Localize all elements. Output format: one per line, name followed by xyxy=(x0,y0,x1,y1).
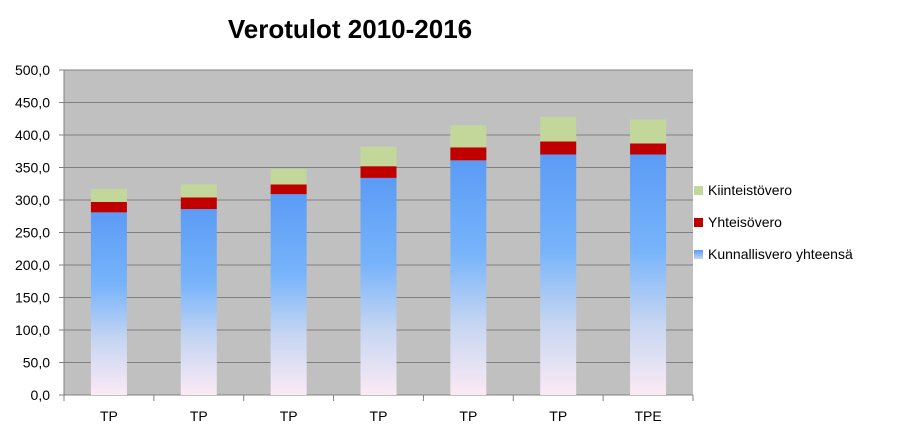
bar-kiinteistovero xyxy=(360,146,397,167)
x-tick-label: TP xyxy=(549,408,567,424)
legend-item-kiinteistovero: Kiinteistövero xyxy=(694,182,853,198)
legend-label-yhteisovero: Yhteisövero xyxy=(708,214,782,230)
y-tick-label: 250,0 xyxy=(15,225,50,241)
legend-label-kiinteistovero: Kiinteistövero xyxy=(708,182,793,198)
legend-swatch-yhteisovero xyxy=(694,217,703,227)
bar-kunnallisvero xyxy=(180,209,217,395)
y-tick-label: 300,0 xyxy=(15,192,50,208)
legend-swatch-kiinteistovero xyxy=(694,185,703,195)
y-tick-label: 350,0 xyxy=(15,160,50,176)
bar-kiinteistovero xyxy=(630,119,667,144)
bar-yhteisovero xyxy=(270,184,307,195)
bar-yhteisovero xyxy=(90,201,127,213)
legend-swatch-kunnallisvero xyxy=(694,249,703,259)
bar-kunnallisvero xyxy=(270,194,307,395)
legend-label-kunnallisvero: Kunnallisvero yhteensä xyxy=(708,246,853,262)
bar-kiinteistovero xyxy=(270,168,307,185)
y-tick-label: 0,0 xyxy=(31,387,51,403)
chart-title: Verotulot 2010-2016 xyxy=(227,14,473,44)
bar-yhteisovero xyxy=(360,166,397,178)
y-tick-label: 200,0 xyxy=(15,257,50,273)
bar-yhteisovero xyxy=(180,197,217,210)
x-tick-label: TPE xyxy=(634,408,661,424)
bar-kiinteistovero xyxy=(90,188,127,202)
bar-yhteisovero xyxy=(540,141,577,155)
bar-kiinteistovero xyxy=(540,116,577,142)
y-tick-label: 50,0 xyxy=(23,355,50,371)
x-tick-label: TP xyxy=(190,408,208,424)
legend-item-yhteisovero: Yhteisövero xyxy=(694,214,853,230)
bar-kiinteistovero xyxy=(450,125,487,148)
bar-kunnallisvero xyxy=(450,160,487,395)
x-tick-label: TP xyxy=(280,408,298,424)
y-tick-label: 150,0 xyxy=(15,290,50,306)
bar-kunnallisvero xyxy=(90,212,127,395)
bar-yhteisovero xyxy=(630,143,667,155)
legend: Kiinteistövero Yhteisövero Kunnallisvero… xyxy=(694,182,853,278)
x-tick-label: TP xyxy=(370,408,388,424)
bar-kiinteistovero xyxy=(180,184,217,198)
x-tick-label: TP xyxy=(100,408,118,424)
y-tick-label: 400,0 xyxy=(15,127,50,143)
legend-item-kunnallisvero: Kunnallisvero yhteensä xyxy=(694,246,853,262)
bar-kunnallisvero xyxy=(630,154,667,395)
y-tick-label: 500,0 xyxy=(15,62,50,78)
y-tick-label: 450,0 xyxy=(15,95,50,111)
x-tick-label: TP xyxy=(459,408,477,424)
bar-yhteisovero xyxy=(450,147,487,161)
bar-kunnallisvero xyxy=(360,177,397,395)
y-tick-label: 100,0 xyxy=(15,322,50,338)
bar-kunnallisvero xyxy=(540,154,577,395)
